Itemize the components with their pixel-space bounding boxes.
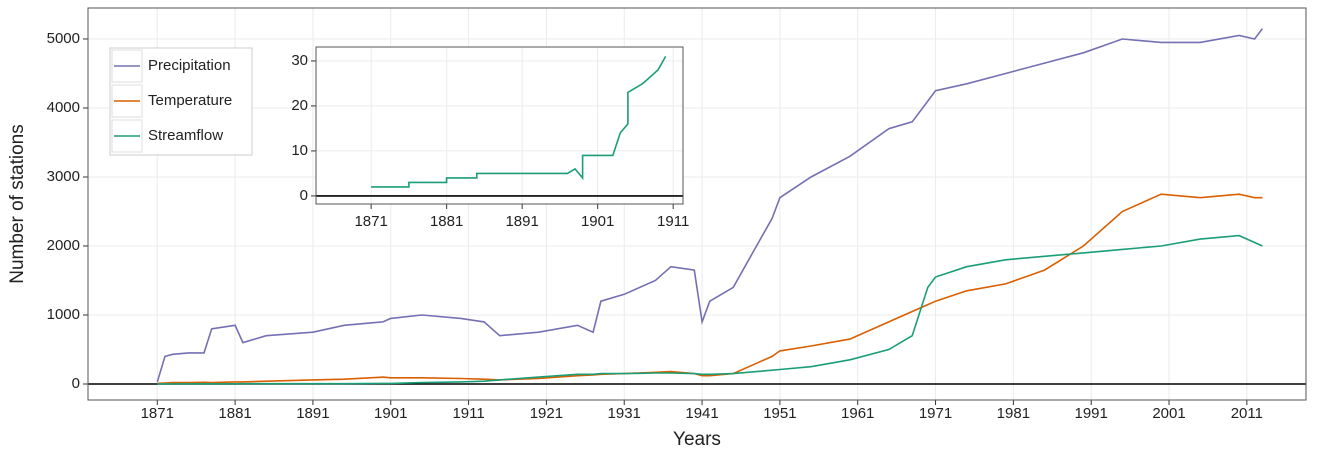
x-tick-label: 1891 [296,405,329,422]
plot-border [87,7,1307,401]
series-line [156,28,1264,383]
x-tick-label: 1971 [919,405,952,422]
x-tick-label: 1921 [530,405,563,422]
y-tick-label: 3000 [47,168,80,185]
legend-label: Temperature [148,92,232,109]
y-tick-label: 20 [291,97,308,114]
y-tick-label: 0 [300,187,308,204]
y-tick-label: 0 [72,375,80,392]
legend-label: Precipitation [148,57,231,74]
x-tick-label: 1891 [505,213,538,230]
x-tick-label: 1911 [657,213,689,230]
y-tick-label: 4000 [47,99,80,116]
y-tick-label: 30 [291,52,308,69]
series-line [157,234,1263,385]
y-tick-label: 10 [291,142,308,159]
x-tick-label: 1871 [354,213,387,230]
x-tick-label: 2001 [1152,405,1185,422]
x-axis-title: Years [673,429,721,450]
y-tick-label: 2000 [47,237,80,254]
x-tick-label: 1901 [374,405,407,422]
plot-background [88,8,1306,400]
x-tick-label: 1881 [218,405,251,422]
x-tick-label: 1881 [430,213,463,230]
x-tick-label: 1991 [1075,405,1108,422]
plot-border [315,46,684,205]
y-tick-label: 1000 [47,306,80,323]
x-tick-label: 1981 [997,405,1030,422]
x-tick-label: 1941 [685,405,718,422]
y-tick-label: 5000 [47,30,80,47]
plot-background [316,47,683,204]
y-axis-title: Number of stations [7,124,28,283]
x-tick-label: 2011 [1231,405,1263,422]
x-tick-label: 1871 [141,405,174,422]
legend-label: Streamflow [148,127,223,144]
x-tick-label: 1931 [608,405,641,422]
x-tick-label: 1951 [763,405,796,422]
x-tick-label: 1911 [452,405,484,422]
series-line [371,56,667,188]
x-tick-label: 1901 [581,213,614,230]
x-tick-label: 1961 [841,405,874,422]
series-line [157,193,1263,385]
